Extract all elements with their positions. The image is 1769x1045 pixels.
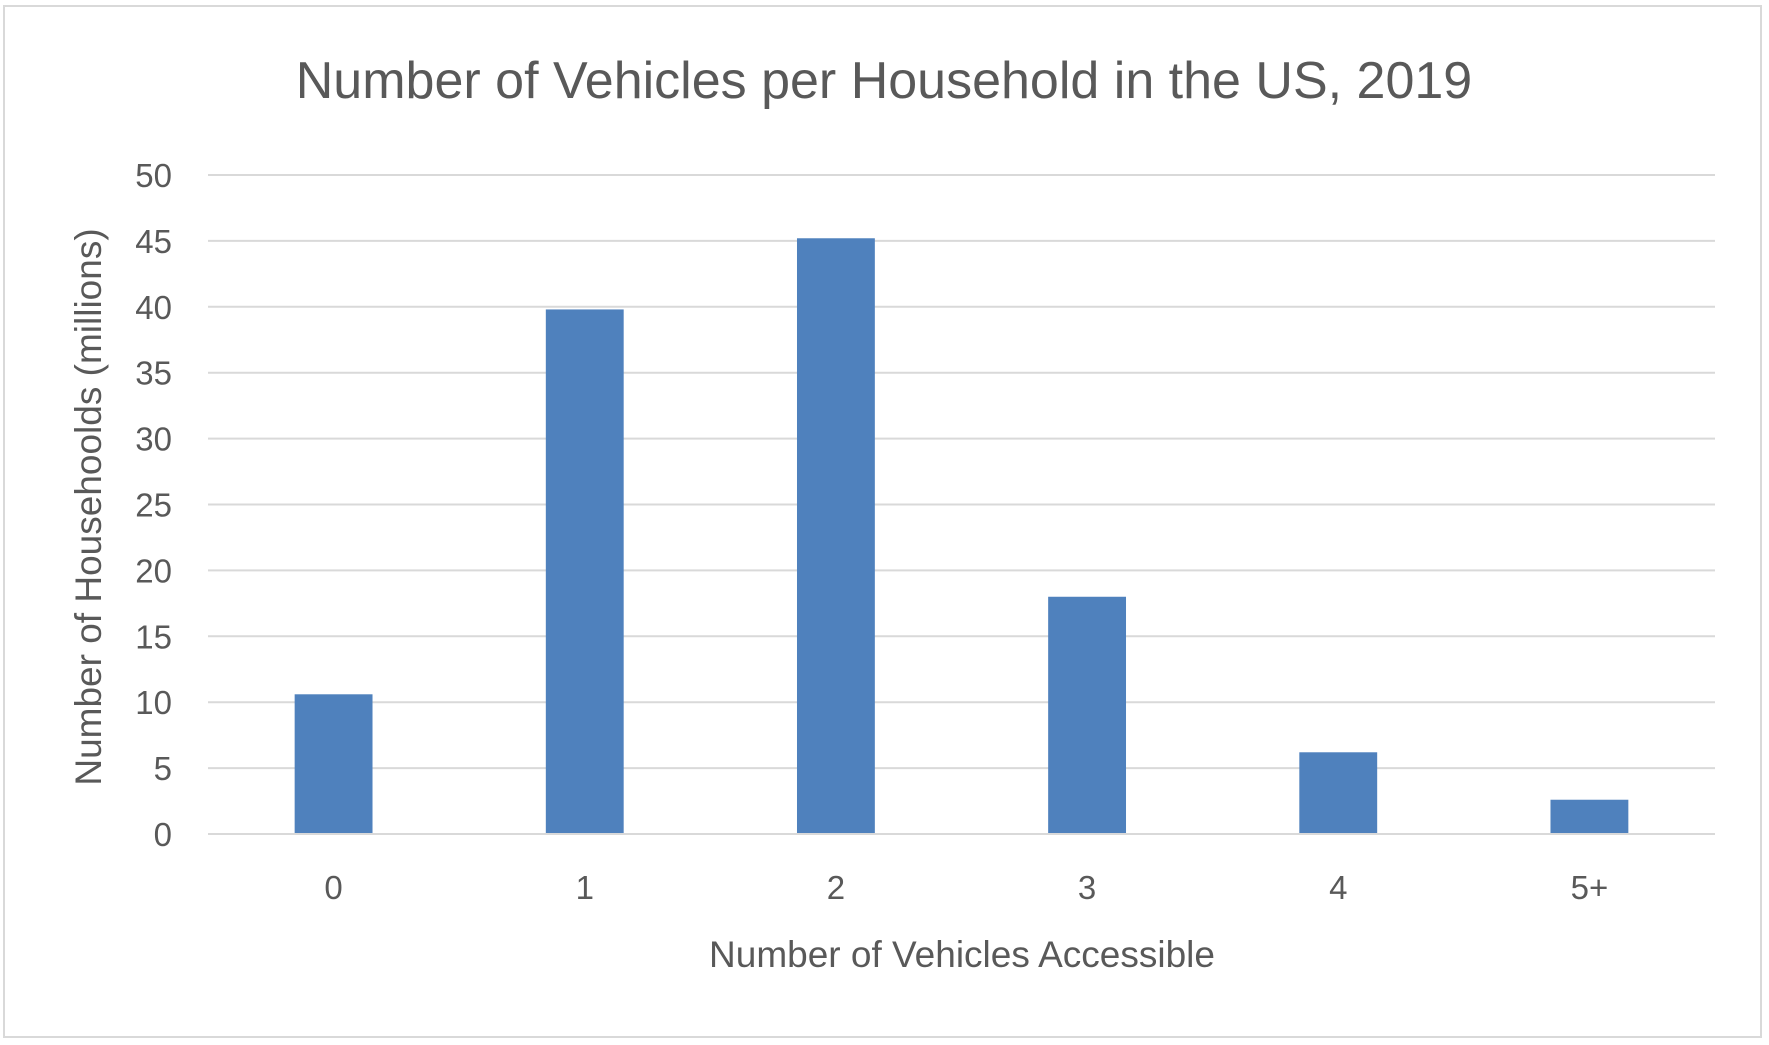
x-tick-label: 5+ (1571, 869, 1609, 906)
y-tick-label: 30 (135, 421, 172, 458)
y-tick-label: 25 (135, 487, 172, 524)
bar-0 (294, 694, 373, 834)
x-tick-label: 3 (1078, 869, 1096, 906)
y-tick-label: 45 (135, 223, 172, 260)
y-tick-label: 0 (154, 816, 172, 853)
y-tick-label: 40 (135, 289, 172, 326)
bar-series (294, 238, 1629, 834)
chart-frame (3, 5, 1762, 1038)
chart-title: Number of Vehicles per Household in the … (296, 52, 1472, 110)
bar-3 (1048, 596, 1127, 834)
y-tick-label: 15 (135, 618, 172, 655)
x-tick-label: 1 (576, 869, 594, 906)
bar-5-plus (1550, 799, 1629, 834)
y-tick-label: 20 (135, 552, 172, 589)
bar-4 (1299, 752, 1378, 834)
y-tick-label: 5 (154, 750, 172, 787)
y-axis-title: Number of Househoolds (millions) (68, 228, 109, 785)
bar-1 (545, 309, 624, 834)
y-axis-ticks: 0 5 10 15 20 25 30 35 40 45 50 (135, 157, 172, 853)
y-tick-label: 50 (135, 157, 172, 194)
x-axis-ticks: 0 1 2 3 4 5+ (324, 869, 1608, 906)
x-tick-label: 4 (1329, 869, 1347, 906)
x-tick-label: 2 (827, 869, 845, 906)
x-tick-label: 0 (324, 869, 342, 906)
y-tick-label: 35 (135, 355, 172, 392)
y-tick-label: 10 (135, 684, 172, 721)
y-gridlines (208, 174, 1715, 770)
bar-2 (796, 238, 875, 834)
x-axis-title: Number of Vehicles Accessible (709, 934, 1215, 975)
